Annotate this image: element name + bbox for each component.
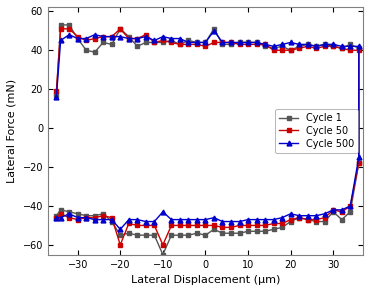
Cycle 1 (263, 45, 267, 48)
Cycle 1 (314, 220, 319, 223)
Cycle 500 (54, 95, 58, 99)
Cycle 50 (54, 89, 58, 93)
Cycle 50 (263, 43, 267, 46)
Cycle 500 (178, 37, 182, 40)
Cycle 50 (161, 243, 165, 247)
Y-axis label: Lateral Force (mN): Lateral Force (mN) (7, 79, 17, 183)
Cycle 50 (54, 216, 58, 219)
Cycle 1 (186, 39, 191, 42)
Cycle 50 (92, 216, 97, 219)
X-axis label: Lateral Displacement (μm): Lateral Displacement (μm) (131, 275, 280, 285)
Cycle 500 (54, 216, 58, 219)
Cycle 500 (118, 227, 122, 231)
Cycle 50 (186, 43, 191, 46)
Cycle 500 (186, 41, 191, 44)
Cycle 1 (195, 41, 199, 44)
Cycle 1 (323, 220, 327, 223)
Cycle 50 (323, 216, 327, 219)
Cycle 500 (263, 43, 267, 46)
Cycle 1 (161, 253, 165, 256)
Cycle 50 (58, 27, 63, 31)
Cycle 50 (195, 43, 199, 46)
Cycle 1 (58, 23, 63, 27)
Cycle 1 (54, 93, 58, 97)
Line: Cycle 50: Cycle 50 (54, 26, 361, 247)
Cycle 500 (212, 29, 216, 32)
Cycle 500 (323, 212, 327, 215)
Cycle 500 (314, 214, 319, 218)
Line: Cycle 500: Cycle 500 (54, 28, 361, 232)
Cycle 1 (54, 214, 58, 218)
Legend: Cycle 1, Cycle 50, Cycle 500: Cycle 1, Cycle 50, Cycle 500 (275, 109, 358, 153)
Cycle 500 (92, 218, 97, 221)
Line: Cycle 1: Cycle 1 (54, 22, 361, 257)
Cycle 50 (314, 218, 319, 221)
Cycle 1 (92, 214, 97, 218)
